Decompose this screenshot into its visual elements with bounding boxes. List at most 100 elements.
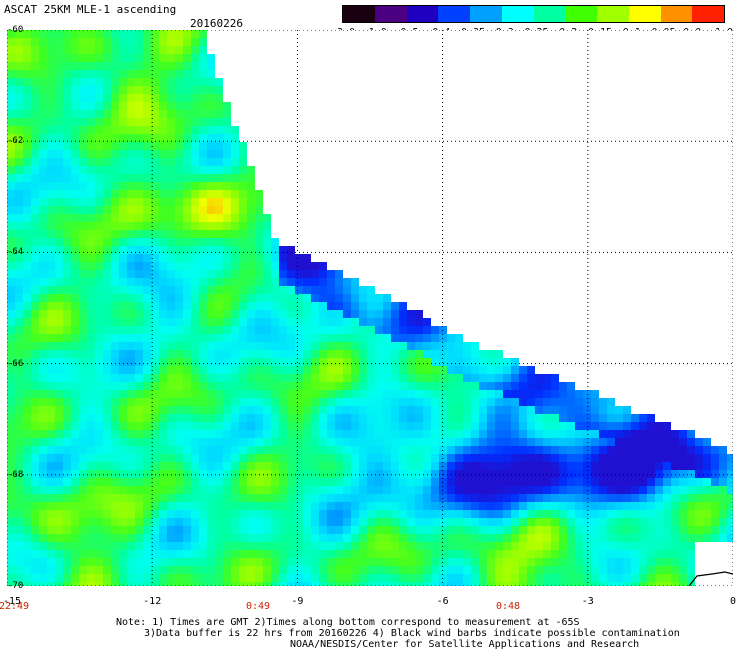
data-cell xyxy=(103,326,111,334)
data-cell xyxy=(23,422,31,430)
data-cell xyxy=(279,526,287,534)
data-cell xyxy=(15,214,23,222)
data-cell xyxy=(127,534,135,542)
data-cell xyxy=(79,326,87,334)
data-cell xyxy=(287,366,295,374)
data-cell xyxy=(47,390,55,398)
data-cell xyxy=(23,454,31,462)
data-cell xyxy=(207,350,215,358)
data-cell xyxy=(71,462,79,470)
data-cell xyxy=(47,470,55,478)
data-cell xyxy=(575,446,583,454)
data-cell xyxy=(191,486,199,494)
data-cell xyxy=(159,390,167,398)
data-cell xyxy=(111,94,119,102)
data-cell xyxy=(63,238,71,246)
data-cell xyxy=(239,382,247,390)
data-cell xyxy=(303,374,311,382)
data-cell xyxy=(63,542,71,550)
data-cell xyxy=(31,358,39,366)
data-cell xyxy=(231,350,239,358)
data-cell xyxy=(71,454,79,462)
data-cell xyxy=(519,390,527,398)
data-cell xyxy=(55,126,63,134)
data-cell xyxy=(631,582,639,586)
data-cell xyxy=(327,486,335,494)
data-cell xyxy=(399,454,407,462)
data-cell xyxy=(415,318,423,326)
data-cell xyxy=(599,574,607,582)
data-cell xyxy=(647,422,655,430)
data-cell xyxy=(295,430,303,438)
data-cell xyxy=(31,222,39,230)
data-cell xyxy=(167,550,175,558)
data-cell xyxy=(111,446,119,454)
data-cell xyxy=(39,334,47,342)
data-cell xyxy=(151,166,159,174)
data-cell xyxy=(39,478,47,486)
data-cell xyxy=(647,486,655,494)
data-cell xyxy=(79,494,87,502)
data-cell xyxy=(191,102,199,110)
data-cell xyxy=(79,438,87,446)
data-cell xyxy=(95,430,103,438)
data-cell xyxy=(455,334,463,342)
data-cell xyxy=(31,70,39,78)
data-cell xyxy=(95,366,103,374)
data-cell xyxy=(207,254,215,262)
data-cell xyxy=(135,542,143,550)
data-cell xyxy=(207,550,215,558)
data-cell xyxy=(175,550,183,558)
data-cell xyxy=(695,438,703,446)
data-cell xyxy=(143,54,151,62)
data-cell xyxy=(191,438,199,446)
data-cell xyxy=(663,558,671,566)
data-cell xyxy=(175,286,183,294)
data-cell xyxy=(175,398,183,406)
data-cell xyxy=(119,102,127,110)
data-cell xyxy=(255,326,263,334)
data-cell xyxy=(199,406,207,414)
data-cell xyxy=(15,422,23,430)
data-cell xyxy=(407,518,415,526)
data-cell xyxy=(287,582,295,586)
data-cell xyxy=(47,534,55,542)
data-cell xyxy=(183,142,191,150)
data-cell xyxy=(95,422,103,430)
data-cell xyxy=(23,182,31,190)
data-cell xyxy=(527,518,535,526)
data-cell xyxy=(455,382,463,390)
data-cell xyxy=(143,110,151,118)
data-cell xyxy=(247,294,255,302)
data-cell xyxy=(175,54,183,62)
data-cell xyxy=(47,438,55,446)
data-cell xyxy=(399,414,407,422)
data-cell xyxy=(167,46,175,54)
data-cell xyxy=(15,150,23,158)
data-cell xyxy=(175,230,183,238)
data-cell xyxy=(215,190,223,198)
data-cell xyxy=(631,510,639,518)
data-cell xyxy=(183,550,191,558)
data-cell xyxy=(391,358,399,366)
data-cell xyxy=(39,390,47,398)
data-cell xyxy=(303,334,311,342)
data-cell xyxy=(615,550,623,558)
data-cell xyxy=(23,38,31,46)
data-cell xyxy=(159,494,167,502)
data-cell xyxy=(151,222,159,230)
data-cell xyxy=(119,286,127,294)
data-cell xyxy=(423,526,431,534)
data-cell xyxy=(39,158,47,166)
data-cell xyxy=(31,110,39,118)
data-cell xyxy=(199,390,207,398)
data-cell xyxy=(87,86,95,94)
data-cell xyxy=(223,390,231,398)
data-cell xyxy=(271,446,279,454)
data-cell xyxy=(463,430,471,438)
data-cell xyxy=(535,414,543,422)
data-cell xyxy=(287,542,295,550)
data-cell xyxy=(727,494,733,502)
data-cell xyxy=(679,502,687,510)
data-cell xyxy=(63,422,71,430)
